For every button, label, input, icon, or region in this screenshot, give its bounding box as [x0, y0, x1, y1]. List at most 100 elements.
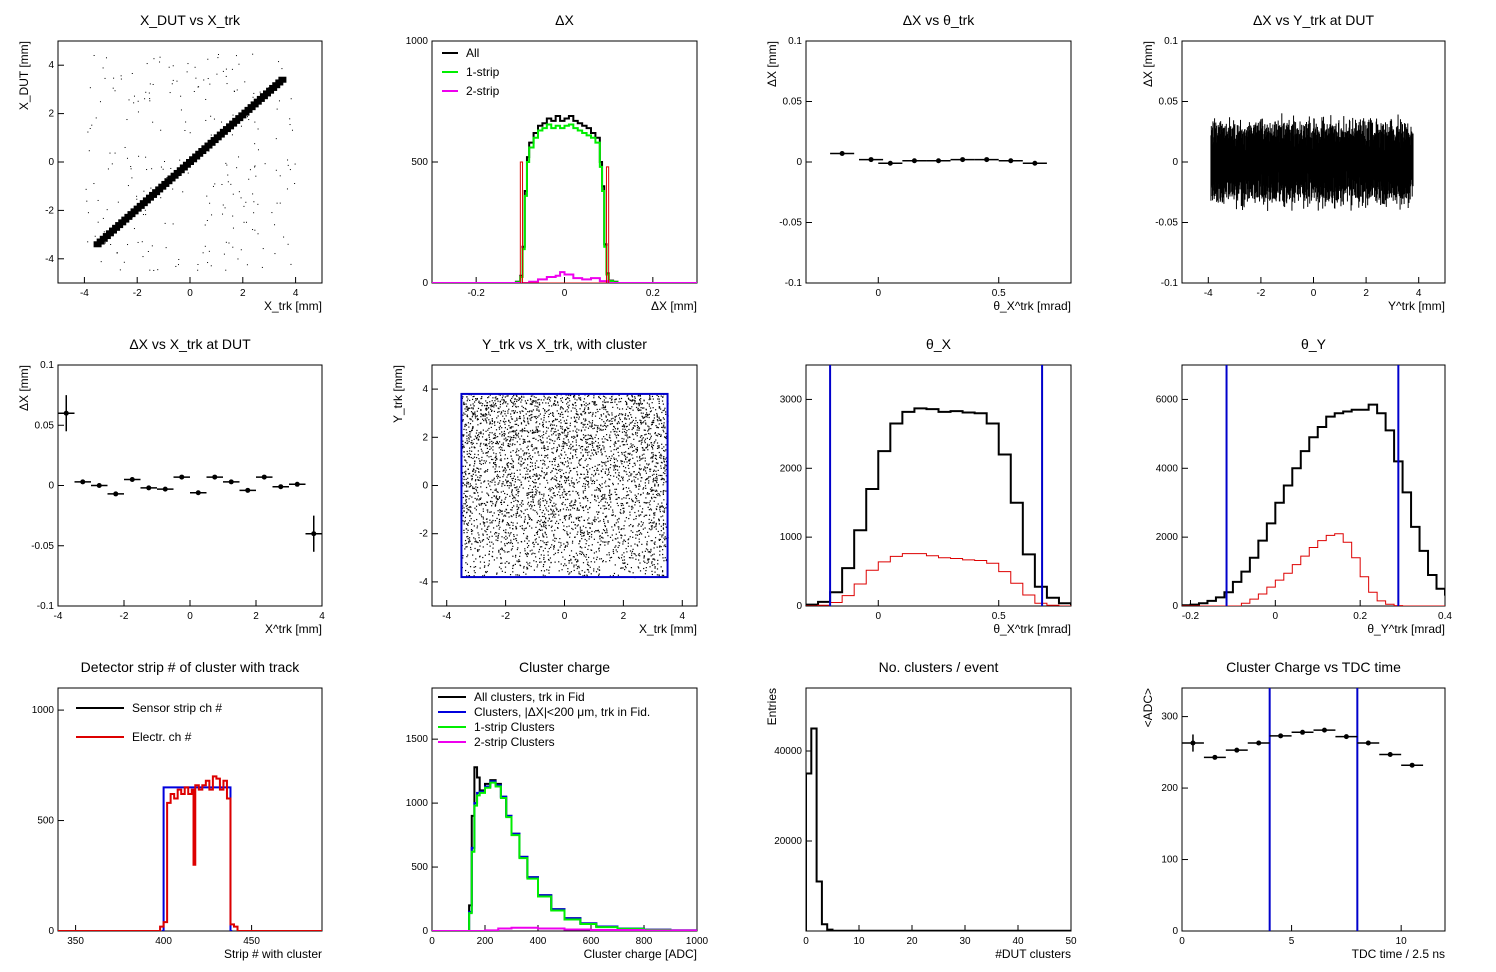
- hit-point: [576, 448, 578, 450]
- hit-point: [623, 552, 625, 554]
- hit-point: [483, 502, 486, 505]
- hit-point: [531, 465, 533, 467]
- hit-point: [569, 532, 571, 534]
- hit-point: [585, 543, 587, 545]
- hit-point: [575, 413, 577, 415]
- hit-point: [504, 410, 506, 413]
- hit-point: [522, 450, 524, 452]
- hit-point: [482, 534, 484, 536]
- hit-point: [481, 456, 483, 459]
- hit-point: [549, 397, 552, 399]
- hit-point: [547, 402, 550, 404]
- hit-point: [541, 493, 543, 496]
- hit-point: [566, 545, 568, 547]
- hit-point: [662, 528, 665, 530]
- hit-point: [473, 492, 475, 494]
- hit-point: [529, 410, 531, 412]
- hit-point: [584, 411, 587, 414]
- hit-point: [561, 503, 563, 505]
- hit-point: [600, 495, 603, 497]
- hit-point: [582, 575, 584, 577]
- hit-point: [634, 481, 636, 483]
- hit-point: [564, 529, 566, 532]
- hit-point: [603, 520, 605, 522]
- hit-point: [478, 471, 480, 473]
- hit-point: [520, 435, 523, 437]
- plot-area: [58, 395, 322, 552]
- hit-point: [472, 470, 474, 472]
- hit-point: [644, 550, 646, 552]
- hit-point: [466, 531, 468, 534]
- y-tick-label: 0.1: [788, 36, 802, 47]
- hit-point: [549, 442, 551, 444]
- hit-point: [498, 520, 501, 523]
- hit-point: [631, 416, 633, 419]
- hit-point: [477, 467, 479, 470]
- hit-point: [578, 481, 580, 483]
- hit-point: [466, 504, 468, 507]
- hit-point: [524, 458, 526, 460]
- hit-point: [512, 564, 515, 566]
- hit-point: [634, 397, 636, 399]
- hit-point: [475, 479, 477, 481]
- hit-point: [488, 411, 490, 413]
- hit-point: [532, 486, 535, 488]
- hit-point: [499, 394, 501, 396]
- hit-point: [529, 550, 531, 552]
- hit-point: [552, 505, 554, 507]
- hit-point: [515, 394, 517, 396]
- hit-point: [581, 529, 583, 531]
- marker: [311, 531, 317, 537]
- scatter-point: [203, 79, 205, 81]
- hit-point: [651, 570, 653, 572]
- hit-point: [547, 482, 549, 484]
- hit-point: [660, 457, 662, 459]
- hit-point: [622, 543, 624, 545]
- hit-point: [466, 482, 468, 484]
- hit-point: [527, 441, 529, 443]
- hit-point: [469, 423, 472, 425]
- hit-point: [661, 462, 663, 464]
- hit-point: [609, 420, 611, 422]
- hit-point: [488, 434, 490, 436]
- hit-point: [593, 397, 595, 399]
- hit-point: [635, 537, 637, 539]
- hit-point: [614, 525, 616, 527]
- hit-point: [524, 400, 527, 402]
- hit-point: [537, 503, 540, 505]
- hit-point: [525, 453, 527, 455]
- scatter-point: [254, 229, 256, 231]
- hit-point: [527, 553, 529, 555]
- hit-point: [504, 454, 506, 456]
- hit-point: [530, 458, 532, 460]
- hit-point: [473, 401, 476, 403]
- hit-point: [521, 527, 523, 529]
- hit-point: [524, 518, 526, 520]
- scatter-point: [172, 223, 174, 225]
- hit-point: [560, 461, 562, 464]
- hit-point: [484, 525, 486, 527]
- hit-point: [665, 481, 667, 483]
- hit-point: [468, 440, 470, 442]
- hit-point: [511, 397, 513, 400]
- hit-point: [591, 415, 593, 417]
- hit-point: [638, 404, 640, 406]
- hit-point: [558, 514, 560, 516]
- hit-point: [525, 402, 527, 404]
- x-tick-label: 0.2: [646, 288, 660, 299]
- hit-point: [647, 432, 650, 435]
- hit-point: [558, 541, 560, 543]
- scatter-point: [124, 146, 126, 148]
- hit-point: [493, 477, 495, 479]
- marker: [261, 474, 267, 480]
- scatter-point: [206, 195, 208, 197]
- hit-point: [503, 449, 505, 452]
- hit-point: [487, 468, 489, 471]
- hit-point: [481, 516, 483, 518]
- hit-point: [598, 531, 600, 533]
- hit-point: [622, 488, 624, 491]
- hit-point: [523, 453, 525, 455]
- hit-point: [601, 536, 603, 539]
- hit-point: [470, 506, 472, 508]
- hit-point: [652, 452, 654, 454]
